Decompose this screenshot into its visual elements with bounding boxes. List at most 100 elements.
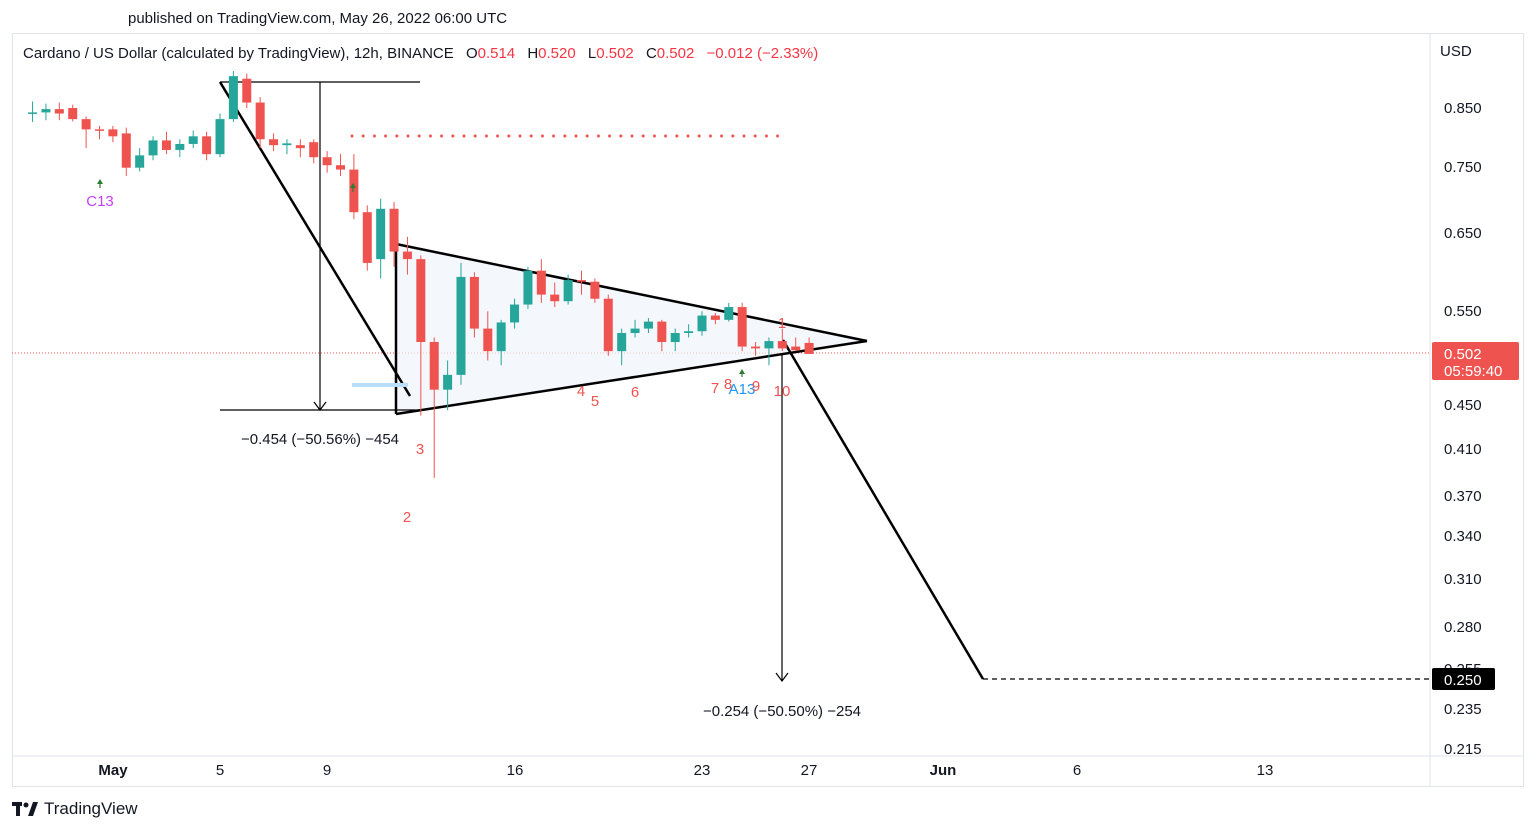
- candle-body[interactable]: [188, 136, 198, 144]
- up-arrow-head-icon: [350, 183, 356, 188]
- candle-body[interactable]: [510, 304, 520, 323]
- current-price-value: 0.502: [1444, 346, 1482, 363]
- close-label: C: [645, 45, 657, 62]
- candle-body[interactable]: [657, 321, 667, 342]
- candle-body[interactable]: [121, 133, 131, 168]
- candle-body[interactable]: [577, 280, 586, 282]
- candle-body[interactable]: [456, 276, 466, 375]
- up-arrow-head-icon: [97, 179, 103, 184]
- candle-body[interactable]: [416, 259, 426, 342]
- label-5: 5: [591, 393, 599, 410]
- y-tick: 0.370: [1444, 488, 1482, 505]
- current-price-badge-bg: [1432, 342, 1519, 380]
- candle-body[interactable]: [590, 281, 600, 299]
- candle-body[interactable]: [737, 307, 747, 347]
- candle-body[interactable]: [764, 341, 774, 349]
- candle-body[interactable]: [376, 208, 386, 260]
- candle-body[interactable]: [228, 76, 238, 120]
- candle-body[interactable]: [550, 294, 560, 302]
- candle-body[interactable]: [523, 270, 533, 305]
- label-9-top: 9: [349, 167, 357, 184]
- candle-body[interactable]: [630, 328, 640, 334]
- candle-body[interactable]: [242, 78, 252, 103]
- brand-name: TradingView: [44, 799, 138, 818]
- candle-body[interactable]: [710, 315, 720, 320]
- candle-body[interactable]: [777, 341, 787, 349]
- candle-body[interactable]: [95, 129, 104, 131]
- projected-breakdown-line[interactable]: [781, 339, 985, 680]
- candle-body[interactable]: [349, 169, 359, 213]
- label-2: 2: [403, 509, 411, 526]
- candle-body[interactable]: [724, 307, 734, 320]
- flagpole-line[interactable]: [218, 81, 412, 397]
- y-tick: 0.215: [1444, 741, 1482, 758]
- candle-body[interactable]: [697, 315, 707, 332]
- candle-body[interactable]: [148, 140, 158, 156]
- label-7: 7: [711, 380, 719, 397]
- candle-body[interactable]: [603, 298, 613, 352]
- candle-body[interactable]: [684, 331, 694, 334]
- candle-body[interactable]: [175, 143, 185, 150]
- bar-countdown: 05:59:40: [1444, 363, 1502, 380]
- triangle-lower-edge[interactable]: [395, 339, 868, 416]
- candle-body[interactable]: [41, 109, 51, 113]
- candle-body[interactable]: [161, 140, 171, 150]
- candle-body[interactable]: [282, 143, 292, 146]
- candle-body[interactable]: [751, 346, 761, 349]
- candle-body[interactable]: [389, 208, 399, 252]
- candle-body[interactable]: [54, 109, 64, 114]
- label-c13: C13: [86, 193, 114, 210]
- candle-body[interactable]: [496, 322, 506, 352]
- candle-body[interactable]: [295, 145, 305, 149]
- candle-body[interactable]: [255, 102, 265, 140]
- triangle-upper-edge[interactable]: [395, 242, 868, 343]
- high-value: 0.520: [538, 45, 576, 62]
- candle-body[interactable]: [135, 155, 145, 168]
- label-10: 10: [774, 383, 791, 400]
- candle-body[interactable]: [362, 212, 372, 263]
- candle-body[interactable]: [28, 112, 38, 114]
- candles-group: [28, 71, 814, 478]
- candle-body[interactable]: [643, 321, 653, 329]
- candle-body[interactable]: [804, 342, 814, 354]
- measure-2-label: −0.254 (−50.50%) −254: [703, 703, 861, 720]
- candle-body[interactable]: [202, 136, 212, 155]
- measure-2-arrow-head: [775, 672, 789, 682]
- candle-body[interactable]: [617, 333, 627, 352]
- change-value: −0.012 (−2.33%): [706, 45, 819, 62]
- measure-1-arrow-head: [313, 401, 327, 411]
- candle-body[interactable]: [336, 165, 345, 170]
- candle-body[interactable]: [563, 280, 573, 302]
- y-tick: 0.340: [1444, 528, 1482, 545]
- tradingview-brand[interactable]: TradingView: [12, 799, 138, 819]
- candle-body[interactable]: [322, 157, 332, 166]
- x-tick: Jun: [930, 762, 957, 779]
- x-axis: May 5 9 16 23 27 Jun 6 13: [98, 762, 1273, 779]
- candle-body[interactable]: [536, 270, 546, 295]
- candle-body[interactable]: [309, 142, 319, 158]
- candle-body[interactable]: [68, 108, 78, 120]
- candle-body[interactable]: [429, 341, 439, 390]
- candle-body[interactable]: [215, 119, 225, 155]
- y-tick: 0.280: [1444, 619, 1482, 636]
- measure-tool-2[interactable]: [775, 353, 789, 682]
- y-tick: 0.410: [1444, 441, 1482, 458]
- candle-body[interactable]: [81, 119, 91, 130]
- candle-body[interactable]: [469, 276, 479, 329]
- candle-body[interactable]: [443, 374, 453, 390]
- candle-body[interactable]: [791, 346, 801, 351]
- open-value: 0.514: [477, 45, 516, 62]
- high-label: H: [527, 45, 539, 62]
- candle-body[interactable]: [670, 333, 680, 342]
- y-tick: 0.550: [1444, 303, 1482, 320]
- low-value: 0.502: [596, 45, 634, 62]
- y-tick: 0.450: [1444, 397, 1482, 414]
- candle-body[interactable]: [269, 139, 279, 146]
- label-8: 8: [724, 376, 732, 393]
- candle-body[interactable]: [483, 328, 493, 352]
- measure-tool-1[interactable]: [220, 81, 420, 411]
- candle-body[interactable]: [402, 251, 412, 260]
- candle-body[interactable]: [108, 129, 118, 137]
- x-tick: 13: [1257, 762, 1274, 779]
